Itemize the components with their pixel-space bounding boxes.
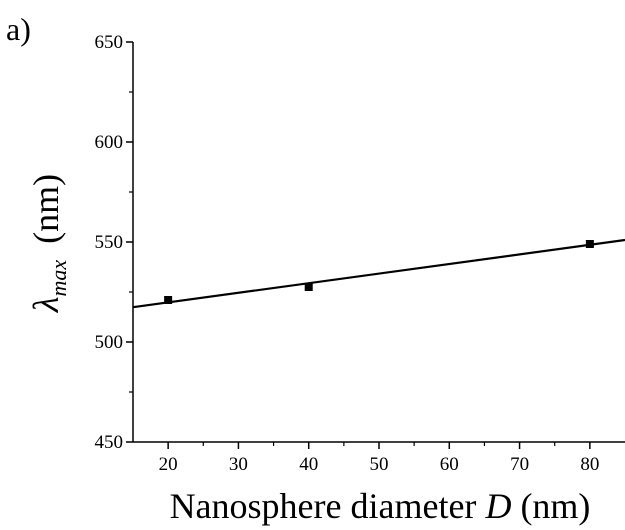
data-point <box>585 240 594 248</box>
x-tick-label: 70 <box>510 454 529 475</box>
y-tick-label: 550 <box>95 232 124 253</box>
data-point <box>304 283 313 291</box>
y-tick-label: 450 <box>95 432 124 453</box>
y-axis-title-symbol: λ <box>26 297 66 314</box>
y-axis-title-subscript: max <box>46 260 71 297</box>
y-tick-label: 650 <box>95 32 124 53</box>
data-points <box>164 240 594 304</box>
y-axis-ticks: 450 500 550 600 650 <box>95 32 133 453</box>
x-tick-label: 40 <box>299 454 318 475</box>
x-tick-label: 80 <box>580 454 599 475</box>
linear-fit-line <box>132 238 625 309</box>
x-tick-label: 50 <box>370 454 389 475</box>
x-axis-title-suffix: (nm) <box>511 486 590 526</box>
y-axis-title-unit: (nm) <box>26 174 66 244</box>
x-axis-title: Nanosphere diameter D (nm) <box>170 486 591 526</box>
x-axis-title-variable: D <box>484 486 511 526</box>
y-tick-label: 600 <box>95 132 124 153</box>
fit-line-group <box>132 238 625 309</box>
x-tick-label: 60 <box>440 454 459 475</box>
panel-label: a) <box>6 11 31 47</box>
y-tick-label: 500 <box>95 332 124 353</box>
x-tick-label: 30 <box>229 454 248 475</box>
x-tick-label: 20 <box>159 454 178 475</box>
x-axis-title-prefix: Nanosphere diameter <box>170 486 486 526</box>
data-point <box>164 296 173 304</box>
x-axis-ticks: 20 30 40 50 60 70 80 <box>159 442 599 475</box>
svg-text:λmax(nm): λmax (nm) <box>26 174 71 313</box>
plot-area: 450 500 550 600 650 20 30 40 50 60 70 80 <box>95 32 625 475</box>
y-axis-title: λmax (nm) <box>26 174 71 313</box>
